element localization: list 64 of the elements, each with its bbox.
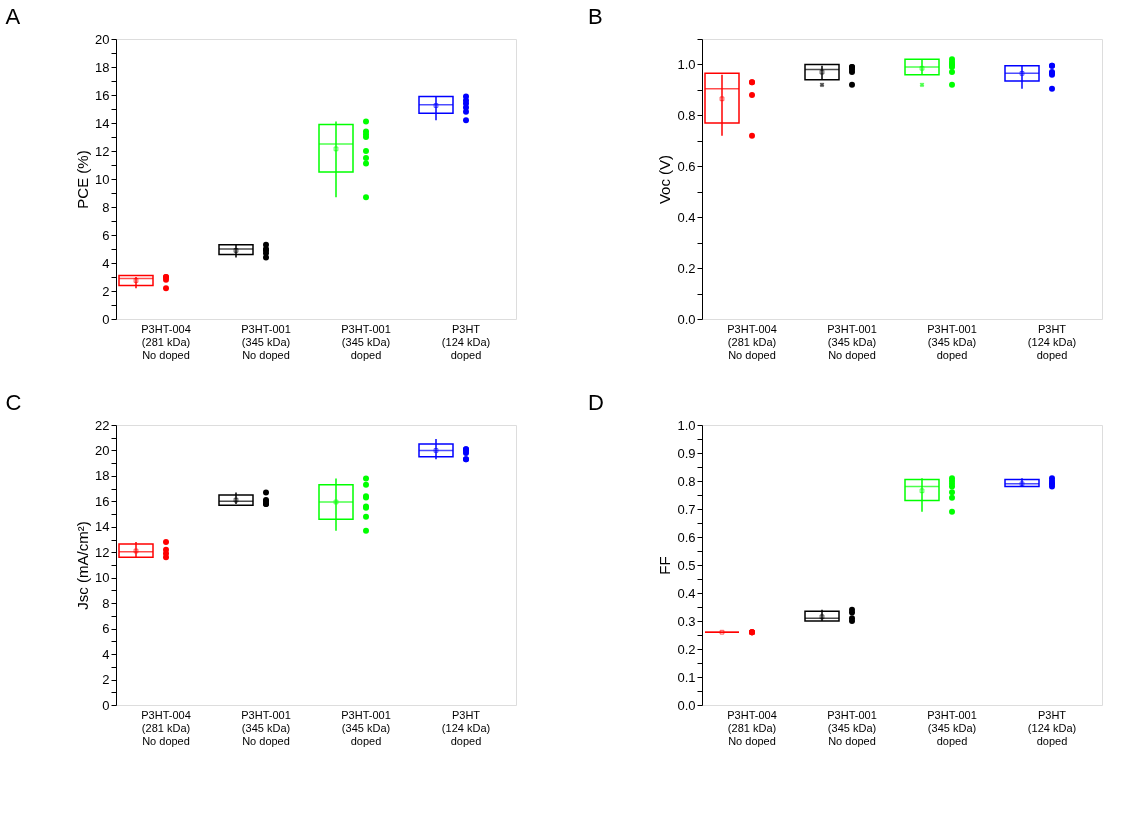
y-tick-label: 4 <box>102 646 110 662</box>
y-tick-label: 0.4 <box>677 209 696 225</box>
y-tick-label: 6 <box>102 227 110 243</box>
y-tick-label: 4 <box>102 255 110 271</box>
x-tick-label: P3HT-004 (281 kDa) No doped <box>141 708 191 747</box>
y-tick-label: 0.8 <box>677 107 696 123</box>
x-tick-label: P3HT-001 (345 kDa) doped <box>341 708 391 747</box>
y-tick-label: 12 <box>95 544 110 560</box>
y-tick-label: 0 <box>102 697 110 713</box>
chart-title: C <box>5 390 22 415</box>
y-tick-label: 14 <box>95 519 110 535</box>
chart-title: A <box>5 4 21 29</box>
y-tick-label: 10 <box>95 570 110 586</box>
y-tick-label: 1.0 <box>677 56 696 72</box>
chart-title: B <box>587 4 603 29</box>
x-tick-label: P3HT-004 (281 kDa) No doped <box>727 322 777 361</box>
x-tick-label: P3HT-001 (345 kDa) doped <box>927 322 977 361</box>
y-axis-title: FF <box>656 556 674 575</box>
y-tick-label: 0 <box>102 311 110 327</box>
y-tick-label: 12 <box>95 143 110 159</box>
x-tick-label: P3HT-001 (345 kDa) doped <box>341 322 391 361</box>
chart-title: D <box>587 390 604 415</box>
x-tick-label: P3HT-004 (281 kDa) No doped <box>141 322 191 361</box>
y-tick-label: 0.2 <box>677 641 696 657</box>
x-tick-label: P3HT-001 (345 kDa) No doped <box>827 322 877 361</box>
y-tick-label: 22 <box>95 417 110 433</box>
y-tick-label: 1.0 <box>677 417 696 433</box>
y-tick-label: 18 <box>95 59 110 75</box>
y-tick-label: 0.2 <box>677 260 696 276</box>
y-axis-title: PCE (%) <box>74 150 92 209</box>
x-tick-label: P3HT-001 (345 kDa) No doped <box>827 708 877 747</box>
x-tick-label: P3HT (124 kDa) doped <box>1027 322 1077 361</box>
x-tick-label: P3HT (124 kDa) doped <box>441 322 491 361</box>
y-tick-label: 0.0 <box>677 697 696 713</box>
y-tick-label: 8 <box>102 595 110 611</box>
y-tick-label: 0.0 <box>677 311 696 327</box>
y-tick-label: 0.9 <box>677 445 696 461</box>
y-tick-label: 0.5 <box>677 557 696 573</box>
y-tick-label: 16 <box>95 87 110 103</box>
y-tick-label: 10 <box>95 171 110 187</box>
x-tick-label: P3HT-001 (345 kDa) doped <box>927 708 977 747</box>
y-axis-title: Jsc (mA/cm²) <box>74 521 92 610</box>
y-tick-label: 0.6 <box>677 529 696 545</box>
y-tick-label: 18 <box>95 468 110 484</box>
y-tick-label: 20 <box>95 442 110 458</box>
x-tick-label: P3HT-001 (345 kDa) No doped <box>241 708 291 747</box>
x-tick-label: P3HT-004 (281 kDa) No doped <box>727 708 777 747</box>
y-tick-label: 0.1 <box>677 669 696 685</box>
x-tick-label: P3HT (124 kDa) doped <box>1027 708 1077 747</box>
y-tick-label: 6 <box>102 621 110 637</box>
y-tick-label: 14 <box>95 115 110 131</box>
x-tick-label: P3HT (124 kDa) doped <box>441 708 491 747</box>
y-tick-label: 2 <box>102 672 110 688</box>
y-tick-label: 8 <box>102 199 110 215</box>
y-tick-label: 0.4 <box>677 585 696 601</box>
y-tick-label: 20 <box>95 31 110 47</box>
y-tick-label: 16 <box>95 493 110 509</box>
y-tick-label: 0.3 <box>677 613 696 629</box>
y-tick-label: 0.6 <box>677 158 696 174</box>
y-tick-label: 0.8 <box>677 473 696 489</box>
x-tick-label: P3HT-001 (345 kDa) No doped <box>241 322 291 361</box>
y-tick-label: 2 <box>102 283 110 299</box>
y-tick-label: 0.7 <box>677 501 696 517</box>
y-axis-title: Voc (V) <box>656 154 674 205</box>
